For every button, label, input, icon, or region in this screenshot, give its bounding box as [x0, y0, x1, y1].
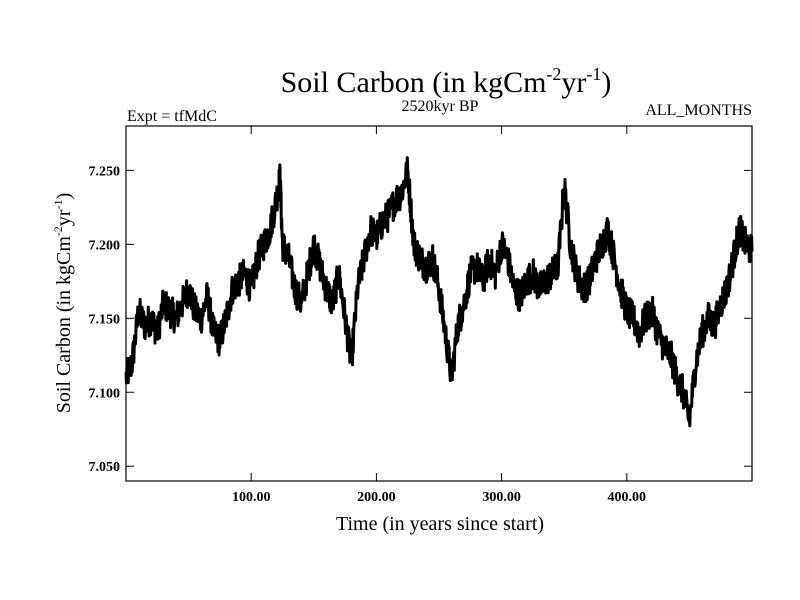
y-axis: 7.050 7.100 7.150 7.200 7.250 — [89, 164, 752, 475]
subtitle-center: 2520kyr BP — [402, 98, 479, 115]
chart-title: Soil Carbon (in kgCm-2yr-1) — [281, 64, 612, 99]
x-tick-label: 200.00 — [357, 490, 396, 505]
x-tick-label: 300.00 — [482, 490, 521, 505]
x-axis-label: Time (in years since start) — [336, 513, 544, 535]
x-axis: 100.00 200.00 300.00 400.00 — [232, 126, 646, 505]
y-tick-label: 7.250 — [89, 164, 121, 179]
y-tick-label: 7.200 — [89, 238, 121, 253]
x-tick-label: 100.00 — [232, 490, 271, 505]
y-axis-label: Soil Carbon (in kgCm-2yr-1) — [51, 193, 75, 414]
plot-frame — [125, 125, 753, 482]
subtitle-left: Expt = tfMdC — [127, 108, 217, 125]
x-tick-label: 400.00 — [608, 490, 647, 505]
y-tick-label: 7.100 — [89, 386, 121, 401]
y-tick-label: 7.150 — [89, 312, 121, 327]
series-line-soil-carbon — [124, 156, 754, 428]
subtitle-right: ALL_MONTHS — [645, 102, 752, 119]
y-tick-label: 7.050 — [89, 460, 121, 475]
